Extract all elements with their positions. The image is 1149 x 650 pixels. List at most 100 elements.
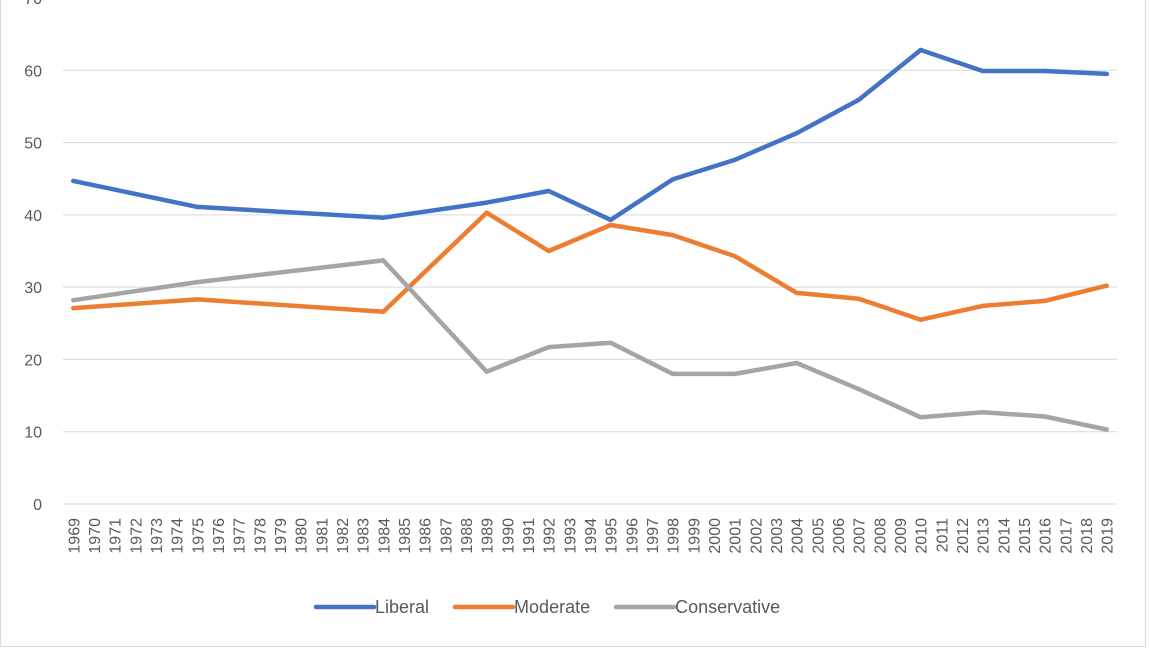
y-tick-label: 10	[24, 425, 42, 442]
data-point-conservative	[980, 409, 985, 415]
data-point-moderate	[546, 248, 551, 254]
x-tick-label: 1987	[438, 518, 455, 554]
y-axis-tick-labels: 0 10 20 30 40 50 60 70	[24, 0, 42, 514]
data-point-moderate	[918, 317, 923, 322]
x-tick-label: 1969	[66, 518, 83, 554]
x-tick-label: 2018	[1079, 518, 1096, 554]
x-tick-label: 2001	[728, 518, 745, 554]
legend-label: Moderate	[514, 597, 590, 617]
legend-label: Liberal	[375, 597, 429, 617]
x-tick-label: 2015	[1017, 518, 1034, 554]
x-tick-label: 2011	[934, 518, 951, 553]
data-point-moderate	[195, 297, 200, 302]
x-tick-label: 1980	[294, 518, 311, 554]
x-tick-label: 1974	[170, 518, 187, 554]
data-point-moderate	[732, 253, 737, 259]
data-point-liberal	[381, 215, 386, 220]
x-tick-label: 2008	[872, 518, 889, 554]
x-tick-label: 1998	[666, 518, 683, 554]
x-axis-tick-labels: 1969 1970 1971 1972 1973 1974 1975 1976 1977 1978…	[66, 518, 1116, 554]
data-point-moderate	[670, 232, 675, 238]
data-point-liberal	[1042, 68, 1047, 74]
data-point-moderate	[71, 305, 76, 311]
data-point-conservative	[484, 369, 489, 374]
x-tick-label: 1977	[232, 518, 249, 554]
x-tick-label: 1991	[521, 518, 538, 554]
y-tick-label: 70	[24, 0, 42, 8]
x-tick-label: 1976	[211, 518, 228, 554]
x-tick-label: 2019	[1100, 518, 1117, 554]
x-tick-label: 1983	[356, 518, 373, 554]
data-point-conservative	[608, 340, 613, 346]
data-point-conservative	[546, 344, 551, 350]
data-point-liberal	[856, 97, 861, 103]
data-point-liberal	[732, 157, 737, 163]
series-line-liberal	[71, 47, 1109, 223]
data-point-liberal	[794, 130, 799, 136]
data-point-conservative	[670, 371, 675, 377]
x-tick-label: 1988	[459, 518, 476, 554]
x-tick-label: 2004	[790, 518, 807, 554]
data-point-conservative	[195, 279, 200, 285]
x-tick-label: 2016	[1038, 518, 1055, 554]
x-tick-label: 2007	[852, 518, 869, 554]
x-tick-label: 1971	[108, 518, 125, 554]
y-tick-label: 40	[24, 208, 42, 225]
data-point-moderate	[608, 222, 613, 228]
data-point-moderate	[484, 210, 489, 215]
x-tick-label: 2012	[955, 518, 972, 554]
x-tick-label: 1982	[335, 518, 352, 554]
data-point-conservative	[918, 415, 923, 420]
x-tick-label: 1996	[624, 518, 641, 554]
legend-item-conservative: Conservative	[613, 597, 780, 617]
legend-label: Conservative	[675, 597, 780, 617]
legend-item-moderate: Moderate	[452, 597, 590, 617]
data-point-liberal	[608, 217, 613, 223]
legend-item-liberal: Liberal	[313, 597, 429, 617]
data-point-liberal	[195, 204, 200, 210]
data-point-conservative	[71, 297, 76, 303]
x-tick-label: 1989	[480, 518, 497, 554]
y-tick-label: 0	[33, 497, 42, 514]
x-tick-label: 2013	[976, 518, 993, 554]
x-tick-label: 2006	[831, 518, 848, 554]
data-point-liberal	[980, 68, 985, 74]
data-point-conservative	[381, 258, 386, 263]
data-point-moderate	[1104, 283, 1109, 288]
series-line-conservative	[71, 258, 1109, 432]
y-tick-label: 60	[24, 63, 42, 80]
x-tick-label: 1993	[562, 518, 579, 554]
x-tick-label: 1986	[418, 518, 435, 554]
x-tick-label: 1997	[645, 518, 662, 554]
x-tick-label: 2002	[748, 518, 765, 554]
series-line-moderate	[71, 210, 1109, 322]
x-tick-label: 2009	[893, 518, 910, 554]
x-tick-label: 2005	[810, 518, 827, 554]
x-tick-label: 1992	[542, 518, 559, 554]
x-tick-label: 1981	[314, 518, 331, 554]
y-tick-label: 30	[24, 280, 42, 297]
data-point-moderate	[1042, 298, 1047, 304]
x-tick-label: 2003	[769, 518, 786, 554]
data-point-liberal	[670, 177, 675, 182]
x-tick-label: 1973	[149, 518, 166, 554]
x-tick-label: 1995	[604, 518, 621, 554]
data-point-liberal	[484, 200, 489, 205]
x-tick-label: 2017	[1058, 518, 1075, 554]
data-point-liberal	[1104, 71, 1109, 77]
x-tick-label: 1999	[686, 518, 703, 554]
x-tick-label: 1970	[87, 518, 104, 554]
y-tick-label: 20	[24, 352, 42, 369]
x-tick-label: 2000	[707, 518, 724, 554]
x-tick-label: 2014	[996, 518, 1013, 554]
data-point-moderate	[794, 290, 799, 296]
x-tick-label: 1990	[500, 518, 517, 554]
x-tick-label: 1975	[190, 518, 207, 554]
data-point-moderate	[980, 303, 985, 309]
x-tick-label: 1979	[273, 518, 290, 554]
legend: Liberal Moderate Conservative	[313, 597, 780, 617]
data-point-conservative	[732, 371, 737, 377]
x-tick-label: 1978	[252, 518, 269, 554]
